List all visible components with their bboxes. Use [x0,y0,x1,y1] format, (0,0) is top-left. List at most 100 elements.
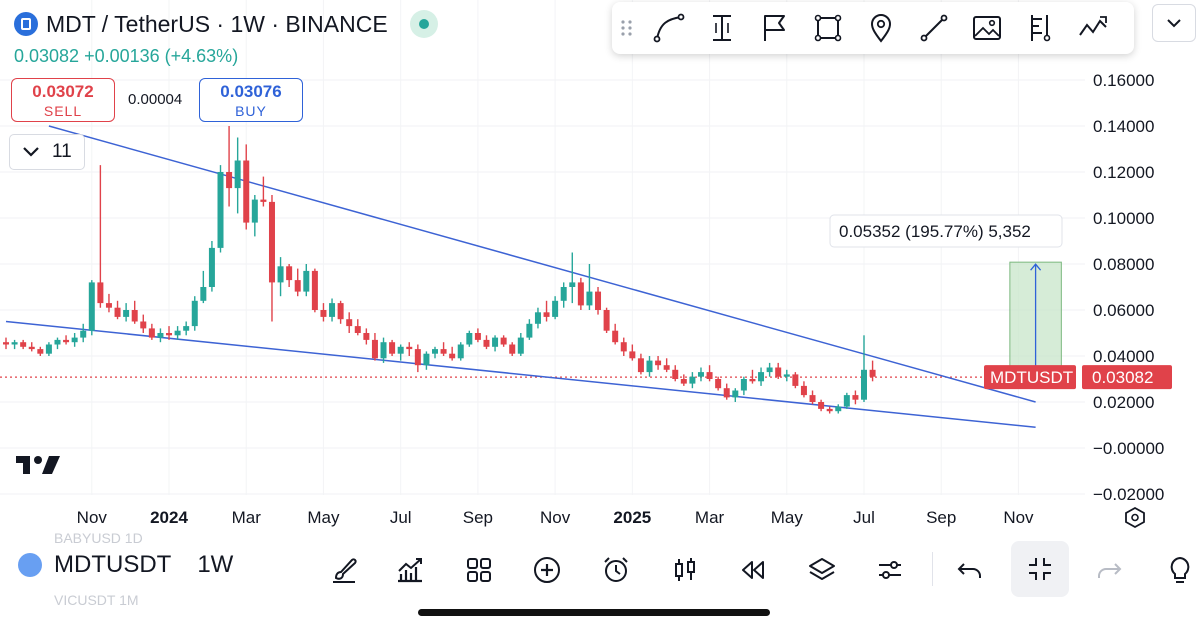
candle-series [3,126,876,414]
candle-body [534,312,541,324]
candle-body [183,326,190,331]
candle-body [346,319,353,327]
time-axis: Nov 2024 Mar May Jul Sep Nov 2025 Mar May Jul Sep No… [77,506,1145,529]
price-tick-label: −0.00000 [1093,439,1164,458]
candle-body [217,172,224,248]
indicators-icon[interactable] [386,548,434,592]
chevron-down-icon [1167,19,1181,28]
candle-body [569,282,576,287]
candle-body [783,374,790,377]
buy-button[interactable]: 0.03076 BUY [199,78,303,122]
candle-body [595,291,602,310]
candle-body [320,310,327,317]
candle-body [637,358,644,373]
trendline-upper [48,125,1036,403]
candle-body [517,337,524,354]
candles-icon[interactable] [661,548,709,592]
price-tick-label: 0.14000 [1093,117,1154,136]
candle-body [697,372,704,377]
lightbulb-icon[interactable] [1160,548,1200,592]
candle-body [20,342,27,347]
candle-body [363,333,370,340]
candle-body [191,300,198,327]
candle-body [105,303,112,308]
candle-body [148,328,155,338]
pitchfork-icon[interactable] [1013,2,1066,54]
candle-body [646,360,653,373]
candle-body [715,379,722,389]
replay-icon[interactable] [729,548,777,592]
layout-dropdown[interactable] [1152,4,1196,42]
grip-icon[interactable] [612,2,642,54]
candle-body [800,385,807,396]
candle-body [294,280,301,292]
pin-icon[interactable] [854,2,907,54]
candle-body [861,369,867,400]
settings-sliders-icon[interactable] [866,548,914,592]
timeframe-button[interactable]: 1W [197,551,234,578]
candle-body [586,291,593,306]
price-tick-label: 0.10000 [1093,209,1154,228]
candle-body [835,406,842,412]
price-axis: 0.16000 0.14000 0.12000 0.10000 0.08000 0.060… [984,71,1172,504]
layers-icon[interactable] [798,548,846,592]
symbol-title[interactable]: MDT / TetherUS · 1W · BINANCE [14,10,438,38]
price-tick-label: 0.08000 [1093,255,1154,274]
candle-body [672,369,679,379]
measure-range: 0.05352 (195.77%) 5,352 [829,214,1063,386]
candle-body [809,395,816,402]
flag-icon[interactable] [748,2,801,54]
pattern-icon[interactable] [1066,2,1119,54]
curve-icon[interactable] [642,2,695,54]
candle-body [123,310,130,317]
candle-body [414,349,421,366]
price-chart[interactable]: 0.05352 (195.77%) 5,352 0.160000.140000.… [0,0,1200,540]
symbol-selector[interactable]: MDTUSDT 1W [18,551,233,579]
candle-body [45,344,52,354]
next-symbol-ghost: VICUSDT 1M [54,592,139,608]
candle-body [620,342,627,352]
price-tick-label: −0.02000 [1093,485,1164,504]
sell-button[interactable]: 0.03072 SELL [11,78,115,122]
text-cursor-icon[interactable] [695,2,748,54]
measure-label-box [829,214,1063,248]
apps-grid-icon[interactable] [455,548,503,592]
trend-line-icon[interactable] [907,2,960,54]
time-tick-label: Jul [853,508,875,527]
candle-body [37,349,44,354]
buy-label: BUY [235,103,267,119]
rectangle-icon[interactable] [801,2,854,54]
price-change: 0.03082 +0.00136 (+4.63%) [14,46,239,66]
collapse-icon[interactable] [1011,541,1069,597]
candle-body [80,330,87,338]
undo-icon[interactable] [946,548,994,592]
candle-body [457,344,464,359]
candle-body [11,342,18,345]
candle-body [500,337,507,345]
candle-body [474,333,481,340]
chevron-down-icon [23,147,39,157]
candle-body [843,395,850,407]
indicators-count: 11 [52,141,72,162]
candle-body [603,310,610,331]
indicators-toggle[interactable]: 11 [9,134,85,170]
candle-body [354,326,361,333]
price-tick-label: 0.06000 [1093,301,1154,320]
gear-center [1131,513,1139,522]
candle-body [655,360,662,366]
candle-body [303,270,310,292]
tradingview-logo [16,453,62,484]
measure-arrow-head [1030,263,1042,271]
prev-symbol-ghost: BABYUSD 1D [54,530,143,546]
add-icon[interactable] [523,548,571,592]
image-icon[interactable] [960,2,1013,54]
symbol-tag-text: MDTUSDT [990,368,1073,387]
candle-body [509,344,516,354]
candle-body [63,339,70,343]
symbol-title-text: MDT / TetherUS · 1W · BINANCE [46,10,388,37]
candle-body [3,342,9,345]
redo-icon[interactable] [1085,548,1133,592]
alarm-icon[interactable] [592,548,640,592]
brush-icon[interactable] [320,548,368,592]
trendlines [5,125,1036,429]
